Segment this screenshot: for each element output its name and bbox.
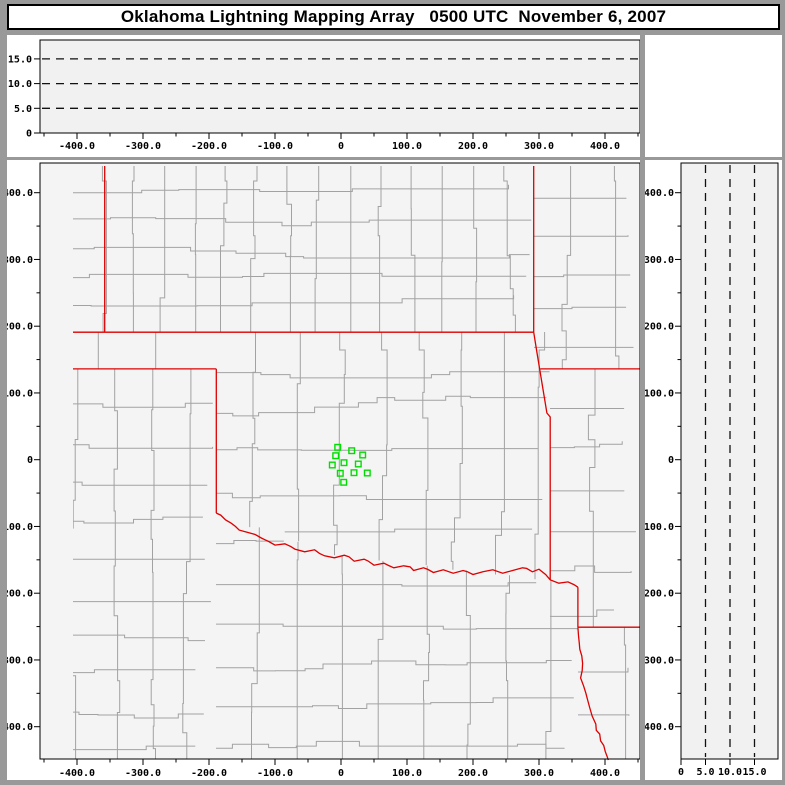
lma-station-marker (359, 451, 367, 459)
lma-station-marker (340, 478, 348, 486)
tick-label: -300.0 (7, 655, 33, 666)
tick-label: -100.0 (257, 141, 293, 152)
tick-label: 200.0 (458, 141, 488, 152)
altitude-ns-panel: -400.0 -300.0 -200.0 -100.0 0 100.0 200.0 300.0… (645, 160, 782, 780)
tick-label: -200.0 (7, 589, 33, 600)
alt-axis-ticks (34, 58, 40, 134)
lma-station-marker (328, 461, 336, 469)
lma-station-marker (340, 459, 348, 467)
tick-label: -300.0 (645, 655, 674, 666)
ns-axis-ticks (675, 192, 681, 728)
altitude-ew-plot[interactable]: -400.0 -300.0 -200.0 -100.0 0 100.0 200.0 300.0… (7, 35, 640, 157)
tick-label: -300.0 (125, 768, 161, 779)
map-plot[interactable]: -400.0 -300.0 -200.0 -100.0 0 100.0 200.0 300.0… (7, 160, 640, 780)
tick-label: -400.0 (59, 768, 95, 779)
tick-label: 10.0 (8, 79, 32, 90)
ew-axis-labels: -400.0 -300.0 -200.0 -100.0 0 100.0 200.0 300.0… (59, 141, 620, 152)
altitude-ew-panel: -400.0 -300.0 -200.0 -100.0 0 100.0 200.0 300.0… (7, 35, 640, 157)
tick-label: 5.0 (14, 104, 32, 115)
tick-label: 100.0 (392, 141, 422, 152)
lma-station-marker (334, 443, 342, 451)
tick-label: -200.0 (191, 141, 227, 152)
tick-label: 200.0 (7, 322, 33, 333)
lma-station-marker (354, 460, 362, 468)
plot-border (39, 162, 640, 760)
tick-label: 300.0 (524, 141, 554, 152)
altitude-gridlines (42, 58, 638, 109)
lma-station-marker (336, 469, 344, 477)
tick-label: 300.0 (524, 768, 554, 779)
tick-label: 200.0 (645, 322, 674, 333)
lma-station-marker (350, 469, 358, 477)
title-text: Oklahoma Lightning Mapping Array 0500 UT… (120, 7, 667, 26)
altitude-gridlines (704, 165, 756, 757)
title-bar: Oklahoma Lightning Mapping Array 0500 UT… (7, 4, 780, 30)
state-border-texas_louisiana (577, 627, 609, 761)
tick-label: -400.0 (7, 722, 33, 733)
tick-label: 400.0 (590, 768, 620, 779)
tick-label: -100.0 (645, 522, 674, 533)
state-border-oklahoma_east_mo_ar (533, 332, 551, 580)
tick-label: 100.0 (7, 388, 33, 399)
lma-station-marker (348, 447, 356, 455)
tick-label: 0 (27, 455, 33, 466)
tick-label: 10.0 (718, 767, 742, 778)
corner-panel (645, 35, 782, 157)
tick-label: 0 (678, 767, 684, 778)
plot-border (39, 39, 640, 134)
map-ns-axis-labels: -400.0 -300.0 -200.0 -100.0 0 100.0 200.0 300.0… (7, 188, 33, 733)
altitude-ew-plot-area[interactable] (40, 40, 640, 133)
tick-label: 0 (26, 129, 32, 140)
lma-station-marker (363, 469, 371, 477)
map-panel: -400.0 -300.0 -200.0 -100.0 0 100.0 200.0 300.0… (7, 160, 640, 780)
tick-label: -300.0 (125, 141, 161, 152)
tick-label: 100.0 (392, 768, 422, 779)
tick-label: -100.0 (7, 522, 33, 533)
county-boundaries (73, 166, 636, 759)
tick-label: 5.0 (696, 767, 714, 778)
tick-label: 100.0 (645, 388, 674, 399)
alt-axis-ticks (680, 759, 755, 765)
plot-border (680, 162, 779, 760)
tick-label: -200.0 (191, 768, 227, 779)
tick-label: 200.0 (458, 768, 488, 779)
axis-ticks (43, 133, 639, 139)
lma-station-marker (332, 452, 340, 460)
tick-label: 15.0 (742, 767, 766, 778)
tick-label: 300.0 (7, 255, 33, 266)
tick-label: -400.0 (645, 722, 674, 733)
map-ew-axis-labels: -400.0 -300.0 -200.0 -100.0 0 100.0 200.0 300.0… (59, 768, 620, 779)
tick-label: 0 (338, 141, 344, 152)
tick-label: 400.0 (590, 141, 620, 152)
map-plot-area[interactable] (40, 163, 640, 759)
state-border-red_river (216, 512, 579, 588)
tick-label: -200.0 (645, 589, 674, 600)
tick-label: -100.0 (257, 768, 293, 779)
tick-label: -400.0 (59, 141, 95, 152)
altitude-ns-plot[interactable]: -400.0 -300.0 -200.0 -100.0 0 100.0 200.0 300.0… (645, 160, 782, 780)
alt-axis-labels: 0 5.0 10.0 15.0 (8, 54, 32, 139)
tick-label: 300.0 (645, 255, 674, 266)
tick-label: 400.0 (7, 188, 33, 199)
ns-axis-labels: -400.0 -300.0 -200.0 -100.0 0 100.0 200.0 300.0… (645, 188, 674, 733)
tick-label: 0 (338, 768, 344, 779)
map-axis-ticks (34, 192, 639, 765)
state-borders (73, 166, 640, 761)
tick-label: 400.0 (645, 188, 674, 199)
lma-stations (328, 443, 371, 486)
tick-label: 0 (668, 455, 674, 466)
tick-label: 15.0 (8, 54, 32, 65)
